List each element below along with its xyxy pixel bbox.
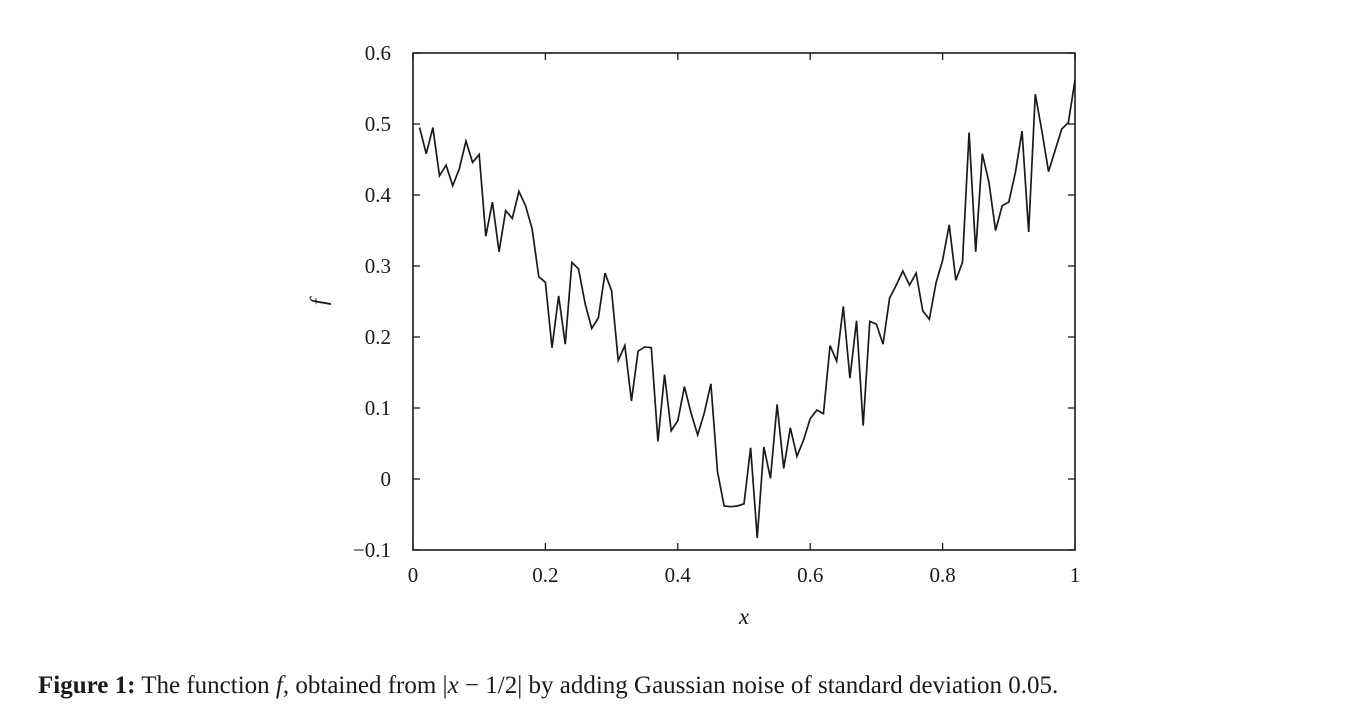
figure-caption: Figure 1: The function f, obtained from … xyxy=(38,672,1358,700)
y-tick-label: 0.1 xyxy=(365,396,391,420)
y-tick-label: 0.4 xyxy=(365,183,392,207)
caption-symbol-x: x xyxy=(447,672,459,699)
x-axis-label: x xyxy=(738,604,750,629)
caption-text: − 1/2| by adding Gaussian noise of stand… xyxy=(458,672,1059,699)
y-tick-label: 0.6 xyxy=(365,41,391,65)
line-chart: 0 0.2 0.4 0.6 0.8 1−0.100.10.20.30.40.50.6 x … xyxy=(306,41,1080,629)
axis-ticks xyxy=(412,52,1076,551)
y-axis-label: f xyxy=(306,295,331,305)
x-tick-label: 0 xyxy=(408,563,419,587)
series-line xyxy=(418,79,1076,538)
y-tick-label: −0.1 xyxy=(353,538,391,562)
x-tick-label: 0.2 xyxy=(532,563,558,587)
x-tick-label: 0.8 xyxy=(929,563,955,587)
y-tick-label: 0.3 xyxy=(365,254,391,278)
y-tick-label: 0.5 xyxy=(365,112,391,136)
data-series xyxy=(418,79,1076,538)
x-tick-label: 1 xyxy=(1070,563,1081,587)
y-tick-label: 0.2 xyxy=(365,325,391,349)
caption-label: Figure 1: xyxy=(38,672,136,699)
caption-text: The function xyxy=(135,672,276,699)
caption-text: , obtained from | xyxy=(282,672,448,699)
plot-frame xyxy=(412,52,1076,551)
tick-labels: 0 0.2 0.4 0.6 0.8 1 −0.1 0 0.1 0.2 0.3 0.4 0.5 0.6 xyxy=(353,41,1080,587)
caption-symbol-f: f xyxy=(275,672,283,699)
x-tick-label: 0.6 xyxy=(797,563,823,587)
y-tick-label: 0 xyxy=(381,467,392,491)
x-tick-label: 0.4 xyxy=(665,563,692,587)
